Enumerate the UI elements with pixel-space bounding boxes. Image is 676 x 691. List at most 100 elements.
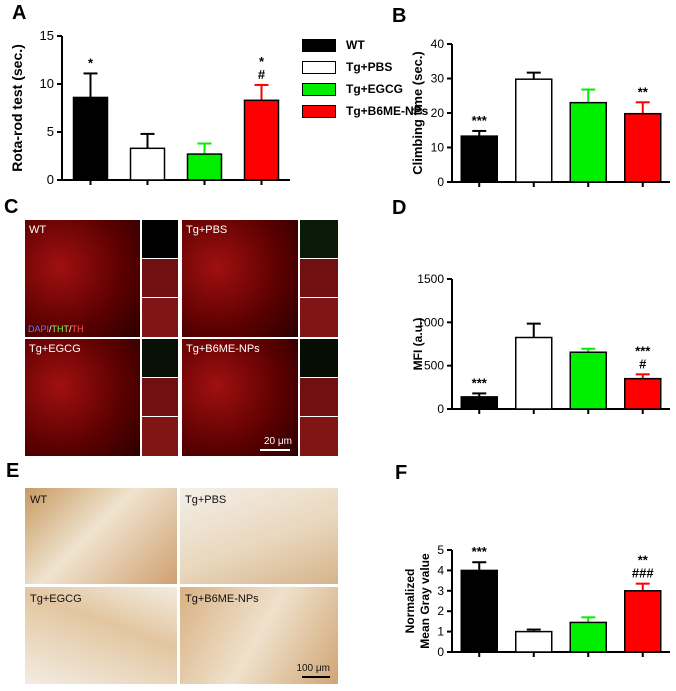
stain-label-wt: DAPI/THT/TH xyxy=(28,324,84,334)
y-tick-label-f-0: 0 xyxy=(437,645,444,659)
y-tick-label-a-1: 5 xyxy=(47,124,54,139)
y-axis-label-a: Rota-rod test (sec.) xyxy=(9,44,25,172)
micrograph-c-tg-egcg: Tg+EGCG xyxy=(25,339,140,456)
micro-c-label-tg-egcg: Tg+EGCG xyxy=(29,343,81,355)
dapi-label: DAPI xyxy=(28,324,50,334)
y-tick-label-f-2: 2 xyxy=(437,604,444,618)
legend-label-tg-pbs: Tg+PBS xyxy=(346,60,393,74)
panel-label-e: E xyxy=(6,460,20,482)
micro-e-label-tg-egcg: Tg+EGCG xyxy=(30,593,82,605)
legend-item-tg-egcg: Tg+EGCG xyxy=(302,78,428,100)
scale-label-e: 100 μm xyxy=(296,663,330,674)
significance-f-3-1: ** xyxy=(638,553,649,568)
micrograph-c-wt-insets xyxy=(142,220,178,337)
legend-item-tg-b6me: Tg+B6ME-NPs xyxy=(302,100,428,122)
bar-b-3 xyxy=(624,112,662,183)
micro-e-label-wt: WT xyxy=(30,494,48,506)
micrograph-c-tg-egcg-insets xyxy=(142,339,178,456)
y-axis-label-b: Climbing time (sec.) xyxy=(410,51,425,175)
panel-label-f: F xyxy=(395,462,408,484)
micrograph-c-wt: WT DAPI/THT/TH xyxy=(25,220,140,337)
bar-a-2 xyxy=(186,153,223,181)
bar-f-0 xyxy=(460,569,498,653)
y-tick-label-b-0: 0 xyxy=(437,175,444,189)
legend-label-wt: WT xyxy=(346,38,365,52)
bar-d-2 xyxy=(569,351,607,410)
y-tick-label-d-2: 1000 xyxy=(417,315,444,329)
y-tick-label-f-4: 4 xyxy=(437,563,444,577)
legend-label-tg-egcg: Tg+EGCG xyxy=(346,82,404,96)
y-tick-label-b-4: 40 xyxy=(431,37,445,51)
micrograph-c-tg-pbs-insets xyxy=(300,220,338,337)
panel-label-b: B xyxy=(392,5,407,27)
legend-swatch-wt xyxy=(302,38,336,52)
y-tick-label-b-1: 10 xyxy=(431,141,445,155)
y-axis-label-f-0: Normalized xyxy=(403,569,417,634)
panel-label-a: A xyxy=(12,2,27,24)
bar-b-2 xyxy=(569,101,607,183)
scale-bar-e xyxy=(302,676,330,678)
y-tick-label-d-3: 1500 xyxy=(417,272,444,286)
chart-f: 0 1 2 3 4 5 Normalized Mean Gray value *** ###** xyxy=(403,543,670,659)
bar-f-3 xyxy=(624,590,662,653)
micrograph-c-tg-b6me-insets xyxy=(300,339,338,456)
scale-bar-c xyxy=(260,449,290,451)
y-axis-label-f-1: Mean Gray value xyxy=(418,553,432,649)
y-tick-label-a-3: 15 xyxy=(40,28,54,43)
significance-f-3-0: ### xyxy=(632,566,654,581)
y-tick-label-f-3: 3 xyxy=(437,584,444,598)
significance-d-3-0: # xyxy=(639,356,647,371)
bar-d-3 xyxy=(624,377,662,410)
micro-c-label-tg-b6me: Tg+B6ME-NPs xyxy=(186,343,260,355)
micro-e-label-tg-b6me: Tg+B6ME-NPs xyxy=(185,593,259,605)
significance-d-0-0: *** xyxy=(472,375,488,390)
bar-a-3 xyxy=(243,99,280,181)
panel-label-c: C xyxy=(4,196,19,218)
legend-label-tg-b6me: Tg+B6ME-NPs xyxy=(346,104,429,118)
y-axis-label-d: MFI (a.u.) xyxy=(411,318,425,371)
micrograph-e-wt: WT xyxy=(25,488,177,584)
y-tick-label-a-0: 0 xyxy=(47,172,54,187)
micrograph-c-tg-pbs: Tg+PBS xyxy=(182,220,298,337)
legend-swatch-tg-pbs xyxy=(302,60,336,74)
bar-a-0 xyxy=(72,96,109,181)
y-tick-label-b-2: 20 xyxy=(431,106,445,120)
legend-swatch-tg-egcg xyxy=(302,82,336,96)
y-tick-label-b-3: 30 xyxy=(431,72,445,86)
bar-f-2 xyxy=(569,621,607,653)
significance-a-0-0: * xyxy=(88,55,94,70)
bar-b-1 xyxy=(515,78,553,183)
micro-e-label-tg-pbs: Tg+PBS xyxy=(185,494,227,506)
legend: WT Tg+PBS Tg+EGCG Tg+B6ME-NPs xyxy=(302,34,428,122)
bar-a-1 xyxy=(129,147,166,181)
bar-d-1 xyxy=(515,336,553,410)
y-tick-label-f-5: 5 xyxy=(437,543,444,557)
micro-c-label-wt: WT xyxy=(29,224,47,236)
y-tick-label-a-2: 10 xyxy=(40,76,54,91)
legend-swatch-tg-b6me xyxy=(302,104,336,118)
th-label: TH xyxy=(71,324,84,334)
micrograph-e-tg-pbs: Tg+PBS xyxy=(180,488,338,584)
legend-item-tg-pbs: Tg+PBS xyxy=(302,56,428,78)
y-tick-label-f-1: 1 xyxy=(437,625,444,639)
micrograph-e-tg-egcg: Tg+EGCG xyxy=(25,587,177,684)
significance-f-0-0: *** xyxy=(472,544,488,559)
legend-item-wt: WT xyxy=(302,34,428,56)
y-tick-label-d-0: 0 xyxy=(437,402,444,416)
y-tick-label-d-1: 500 xyxy=(424,359,444,373)
micro-c-label-tg-pbs: Tg+PBS xyxy=(186,224,228,236)
micrograph-c-tg-b6me: Tg+B6ME-NPs 20 μm xyxy=(182,339,298,456)
significance-b-0-0: *** xyxy=(472,113,488,128)
significance-a-3-0: # xyxy=(258,67,266,82)
significance-d-3-1: *** xyxy=(635,343,651,358)
significance-b-3-0: ** xyxy=(638,84,649,99)
bar-f-1 xyxy=(515,630,553,653)
bar-d-0 xyxy=(460,396,498,410)
tht-label: THT xyxy=(51,324,70,334)
micrograph-e-tg-b6me: Tg+B6ME-NPs 100 μm xyxy=(180,587,338,684)
bar-b-0 xyxy=(460,135,498,183)
scale-label-c: 20 μm xyxy=(264,436,292,447)
